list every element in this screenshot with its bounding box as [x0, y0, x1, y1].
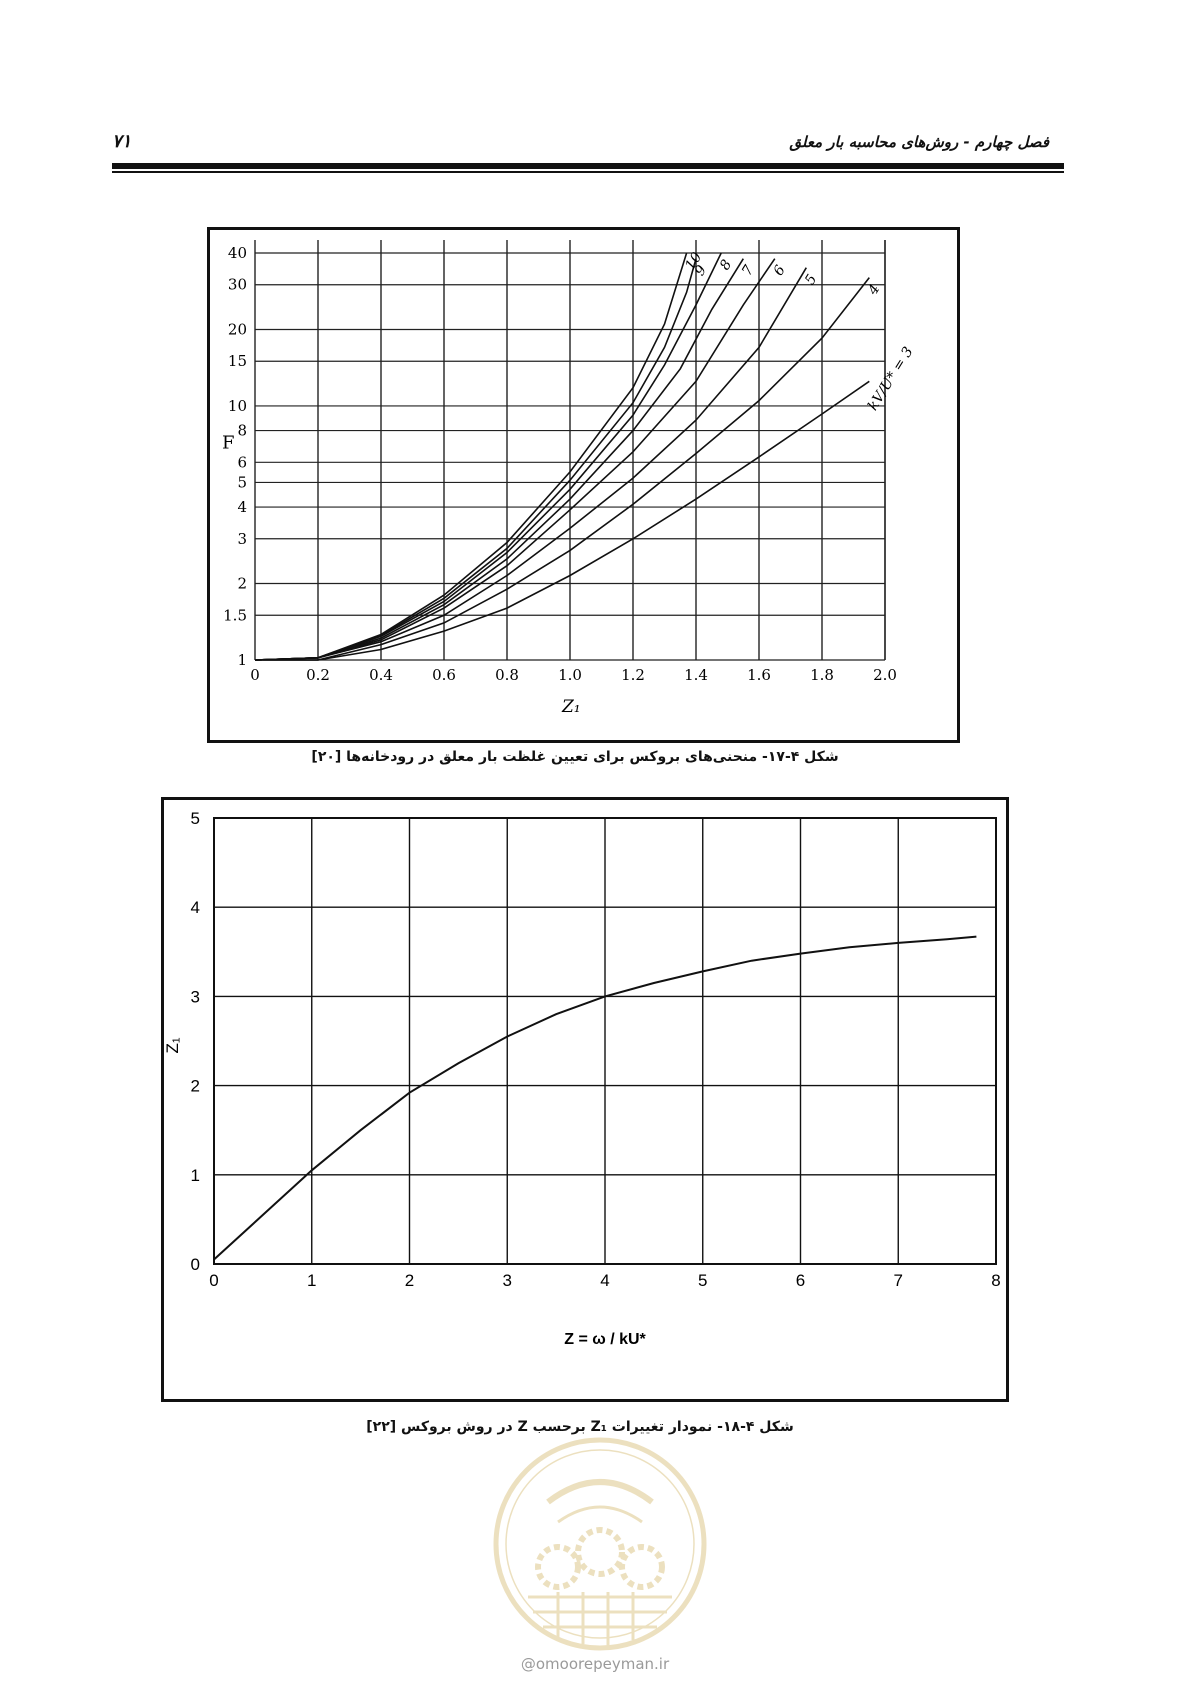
series-label: kV/U* = 3: [865, 344, 917, 413]
series-label: 5: [802, 272, 820, 288]
x-tick-label: 3: [503, 1271, 512, 1290]
series-line: [254, 267, 807, 661]
y-tick-label: 30: [228, 276, 247, 294]
y-tick-label: 1: [191, 1166, 200, 1185]
series-line: [254, 258, 697, 661]
x-tick-label: 0: [250, 666, 260, 684]
y-tick-label: 6: [237, 453, 247, 471]
y-tick-label: 15: [228, 352, 247, 370]
x-tick-label: 0.2: [306, 666, 330, 684]
figure-1-frame: 0 0.2 0.4 0.6 0.8 1.0 1.2 1.4 1.6 1.8 2.0 1 1.5 2 3 4 5 6…: [207, 227, 960, 743]
y-tick-label: 10: [228, 397, 247, 415]
page-number: ۷۱: [112, 131, 132, 152]
figure-2-caption: شکل ۴-۱۸- نمودار تغییرات Z₁ برحسب Z در ر…: [366, 1419, 794, 1435]
watermark-logo: [493, 1437, 707, 1651]
figure-2-frame: 0 1 2 3 4 5 6 7 8 0 1 2 3 4 5 Z₁ Z = ω / kU*: [161, 797, 1009, 1402]
x-tick-label: 7: [894, 1271, 903, 1290]
y-axis-label: Z₁: [164, 1037, 182, 1053]
x-tick-label: 4: [600, 1271, 609, 1290]
y-tick-label: 1: [237, 651, 247, 669]
watermark-url: @omoorepeyman.ir: [520, 1655, 670, 1673]
series-label: 6: [771, 263, 789, 279]
y-tick-label: 40: [228, 244, 247, 262]
y-tick-label: 5: [191, 809, 200, 828]
series-label: 8: [717, 257, 735, 273]
header-rule-thin: [112, 171, 1064, 173]
x-tick-label: 1.6: [747, 666, 771, 684]
chapter-title: فصل چهارم - روش‌های محاسبه بار معلق: [789, 133, 1049, 151]
x-tick-label: 2.0: [873, 666, 897, 684]
header-rule: [112, 163, 1064, 169]
x-axis-label: Z₁: [561, 697, 581, 717]
x-tick-label: 5: [698, 1271, 707, 1290]
x-tick-label: 1: [307, 1271, 316, 1290]
y-tick-label: 3: [191, 987, 200, 1006]
x-tick-label: 8: [991, 1271, 1000, 1290]
figure-1-caption: شکل ۴-۱۷- منحنی‌های بروکس برای تعیین غلظ…: [311, 749, 839, 765]
x-axis-label: Z = ω / kU*: [564, 1331, 646, 1348]
x-tick-label: 2: [405, 1271, 414, 1290]
series-line: [255, 380, 870, 661]
x-tick-label: 0: [209, 1271, 218, 1290]
y-tick-label: 8: [237, 422, 247, 440]
z1-vs-z-chart: 0 1 2 3 4 5 6 7 8 0 1 2 3 4 5 Z₁ Z = ω / kU*: [164, 809, 1001, 1348]
x-tick-label: 1.8: [810, 666, 834, 684]
series-line: [254, 258, 776, 661]
x-tick-label: 1.2: [621, 666, 645, 684]
y-tick-label: 2: [191, 1077, 200, 1096]
y-tick-label: 4: [237, 498, 247, 516]
y-tick-label: 20: [228, 320, 247, 338]
y-tick-label: 0: [191, 1255, 200, 1274]
series-line: [254, 258, 744, 661]
x-tick-label: 6: [796, 1271, 805, 1290]
x-tick-label: 0.6: [432, 666, 456, 684]
y-tick-label: 4: [191, 898, 200, 917]
x-tick-label: 0.4: [369, 666, 393, 684]
x-tick-label: 1.0: [558, 666, 582, 684]
x-tick-label: 0.8: [495, 666, 519, 684]
series-label: 7: [739, 263, 757, 279]
brooks-curves-chart: 0 0.2 0.4 0.6 0.8 1.0 1.2 1.4 1.6 1.8 2.011.523456…: [222, 240, 917, 717]
series-line: [254, 252, 688, 661]
x-tick-label: 1.4: [684, 666, 708, 684]
series-line: [213, 935, 977, 1261]
y-tick-label: 5: [237, 473, 247, 491]
y-axis-label: F: [222, 433, 235, 454]
series-line: [255, 277, 870, 661]
y-tick-label: 1.5: [223, 606, 247, 624]
y-tick-label: 3: [237, 530, 247, 548]
y-tick-label: 2: [237, 575, 247, 593]
